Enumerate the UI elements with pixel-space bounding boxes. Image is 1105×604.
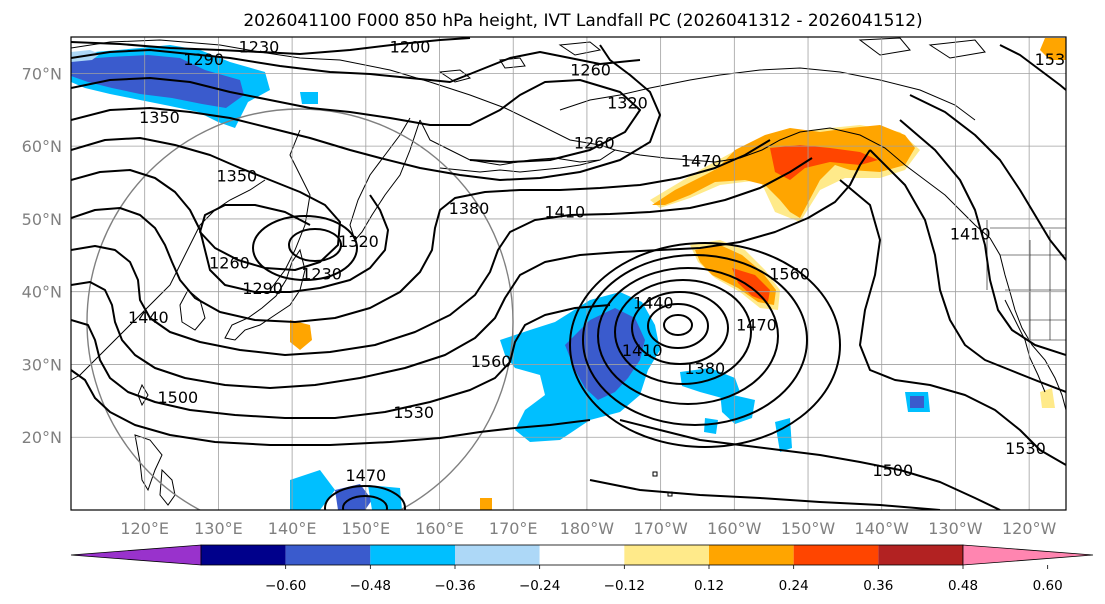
ivt-region-light-blue <box>300 92 318 104</box>
ivt-region-orange <box>290 320 312 350</box>
y-tick-label: 50°N <box>22 210 62 229</box>
contour-label: 1350 <box>216 166 257 185</box>
x-tick-label: 120°W <box>1002 519 1057 538</box>
contour-label: 1500 <box>158 388 199 407</box>
colorbar-tick-label: −0.48 <box>350 578 391 594</box>
gridlines <box>71 37 1066 510</box>
ivt-region-light-blue <box>704 418 718 434</box>
contour-label: 1560 <box>471 352 512 371</box>
ivt-region-light-blue <box>680 368 740 398</box>
colorbar-swatch <box>370 545 455 565</box>
map-frame <box>70 36 1067 511</box>
height-contours <box>71 37 1066 510</box>
y-tick-label: 40°N <box>22 283 62 302</box>
colorbar-swatch <box>624 545 709 565</box>
contour-label: 1530 <box>1035 50 1076 69</box>
colorbar-tick-label: −0.24 <box>519 578 560 594</box>
colorbar-swatch <box>709 545 794 565</box>
colorbar-swatch <box>878 545 963 565</box>
contour-label: 1530 <box>1005 439 1046 458</box>
colorbar-tick-label: −0.36 <box>434 578 475 594</box>
y-tick-label: 60°N <box>22 137 62 156</box>
chart-title: 2026041100 F000 850 hPa height, IVT Land… <box>243 11 922 31</box>
contour-label: 1410 <box>622 341 663 360</box>
ivt-region-light-blue <box>290 470 335 510</box>
colorbar-swatch <box>455 545 540 565</box>
colorbar-ticks: −0.60 −0.48 −0.36 −0.24 −0.12 0.12 0.24 0.36 0.4… <box>265 565 1063 594</box>
contour-label: 1530 <box>393 403 434 422</box>
x-tick-label: 140°W <box>855 519 910 538</box>
ivt-region-mid-blue <box>910 396 924 408</box>
x-tick-label: 160°W <box>707 519 762 538</box>
colorbar-tick-label: 0.36 <box>863 578 893 594</box>
colorbar-swatch <box>201 545 286 565</box>
contour-label: 1410 <box>544 203 585 222</box>
y-axis-ticks: 70°N 60°N 50°N 40°N 30°N 20°N <box>22 64 62 447</box>
contour-label: 1410 <box>950 224 991 243</box>
y-tick-label: 30°N <box>22 355 62 374</box>
colorbar-extend-high <box>962 544 1094 566</box>
contour-label: 1200 <box>390 37 431 56</box>
x-tick-label: 170°E <box>489 519 538 538</box>
x-tick-label: 180°W <box>560 519 615 538</box>
contour-label: 1290 <box>183 50 224 69</box>
x-tick-label: 150°E <box>341 519 390 538</box>
ivt-region-mid-blue <box>565 308 645 400</box>
x-tick-label: 170°W <box>633 519 688 538</box>
y-tick-label: 20°N <box>22 428 62 447</box>
contour-label: 1470 <box>681 152 722 171</box>
colorbar-extend-low <box>70 544 202 566</box>
contour-labels: 1200 1230 1290 1260 1350 1350 1320 1260 1470 1380… <box>128 37 1076 485</box>
contour-label: 1470 <box>736 315 777 334</box>
contour-label: 1290 <box>242 279 283 298</box>
ivt-region-orange <box>480 498 492 510</box>
contour-label: 1380 <box>684 359 725 378</box>
ivt-region-mid-blue <box>71 55 244 108</box>
y-tick-label: 70°N <box>22 64 62 83</box>
contour-label: 1260 <box>574 134 615 153</box>
x-tick-label: 140°E <box>268 519 317 538</box>
contour-label: 1320 <box>338 232 379 251</box>
contour-label: 1440 <box>633 294 674 313</box>
contour-label: 1440 <box>128 308 169 327</box>
contour-label: 1320 <box>607 93 648 112</box>
x-tick-label: 130°E <box>194 519 243 538</box>
colorbar-tick-label: −0.60 <box>265 578 306 594</box>
ivt-region-red-orange <box>732 268 770 302</box>
colorbar-tick-label: 0.48 <box>948 578 978 594</box>
contour-label: 1560 <box>769 265 810 284</box>
contour-label: 1230 <box>301 265 342 284</box>
contour-label: 1260 <box>209 254 250 273</box>
contour-label: 1350 <box>139 108 180 127</box>
colorbar-tick-label: 0.12 <box>694 578 724 594</box>
colorbar-tick-label: −0.12 <box>604 578 645 594</box>
colorbar <box>70 544 1094 566</box>
contour-label: 1260 <box>570 61 611 80</box>
colorbar-swatch <box>539 545 625 565</box>
colorbar-tick-label: 0.24 <box>779 578 809 594</box>
reference-circle <box>86 108 514 510</box>
x-tick-label: 160°E <box>415 519 464 538</box>
x-tick-label: 150°W <box>781 519 836 538</box>
contour-label: 1230 <box>239 37 280 56</box>
ivt-region-orange <box>1040 38 1066 60</box>
ivt-region-red-orange <box>770 145 878 180</box>
x-axis-ticks: 120°E 130°E 140°E 150°E 160°E 170°E 180°W 170°W… <box>120 519 1056 538</box>
contour-label: 1380 <box>449 199 490 218</box>
contour-label: 1500 <box>872 461 913 480</box>
colorbar-tick-label: 0.60 <box>1033 578 1063 594</box>
colorbar-swatch <box>793 545 879 565</box>
x-tick-label: 130°W <box>928 519 983 538</box>
contour-label: 1470 <box>345 466 386 485</box>
colorbar-swatch <box>285 545 371 565</box>
ivt-region-light-blue <box>368 485 402 510</box>
ivt-region-yellow <box>1040 388 1055 408</box>
x-tick-label: 120°E <box>120 519 169 538</box>
